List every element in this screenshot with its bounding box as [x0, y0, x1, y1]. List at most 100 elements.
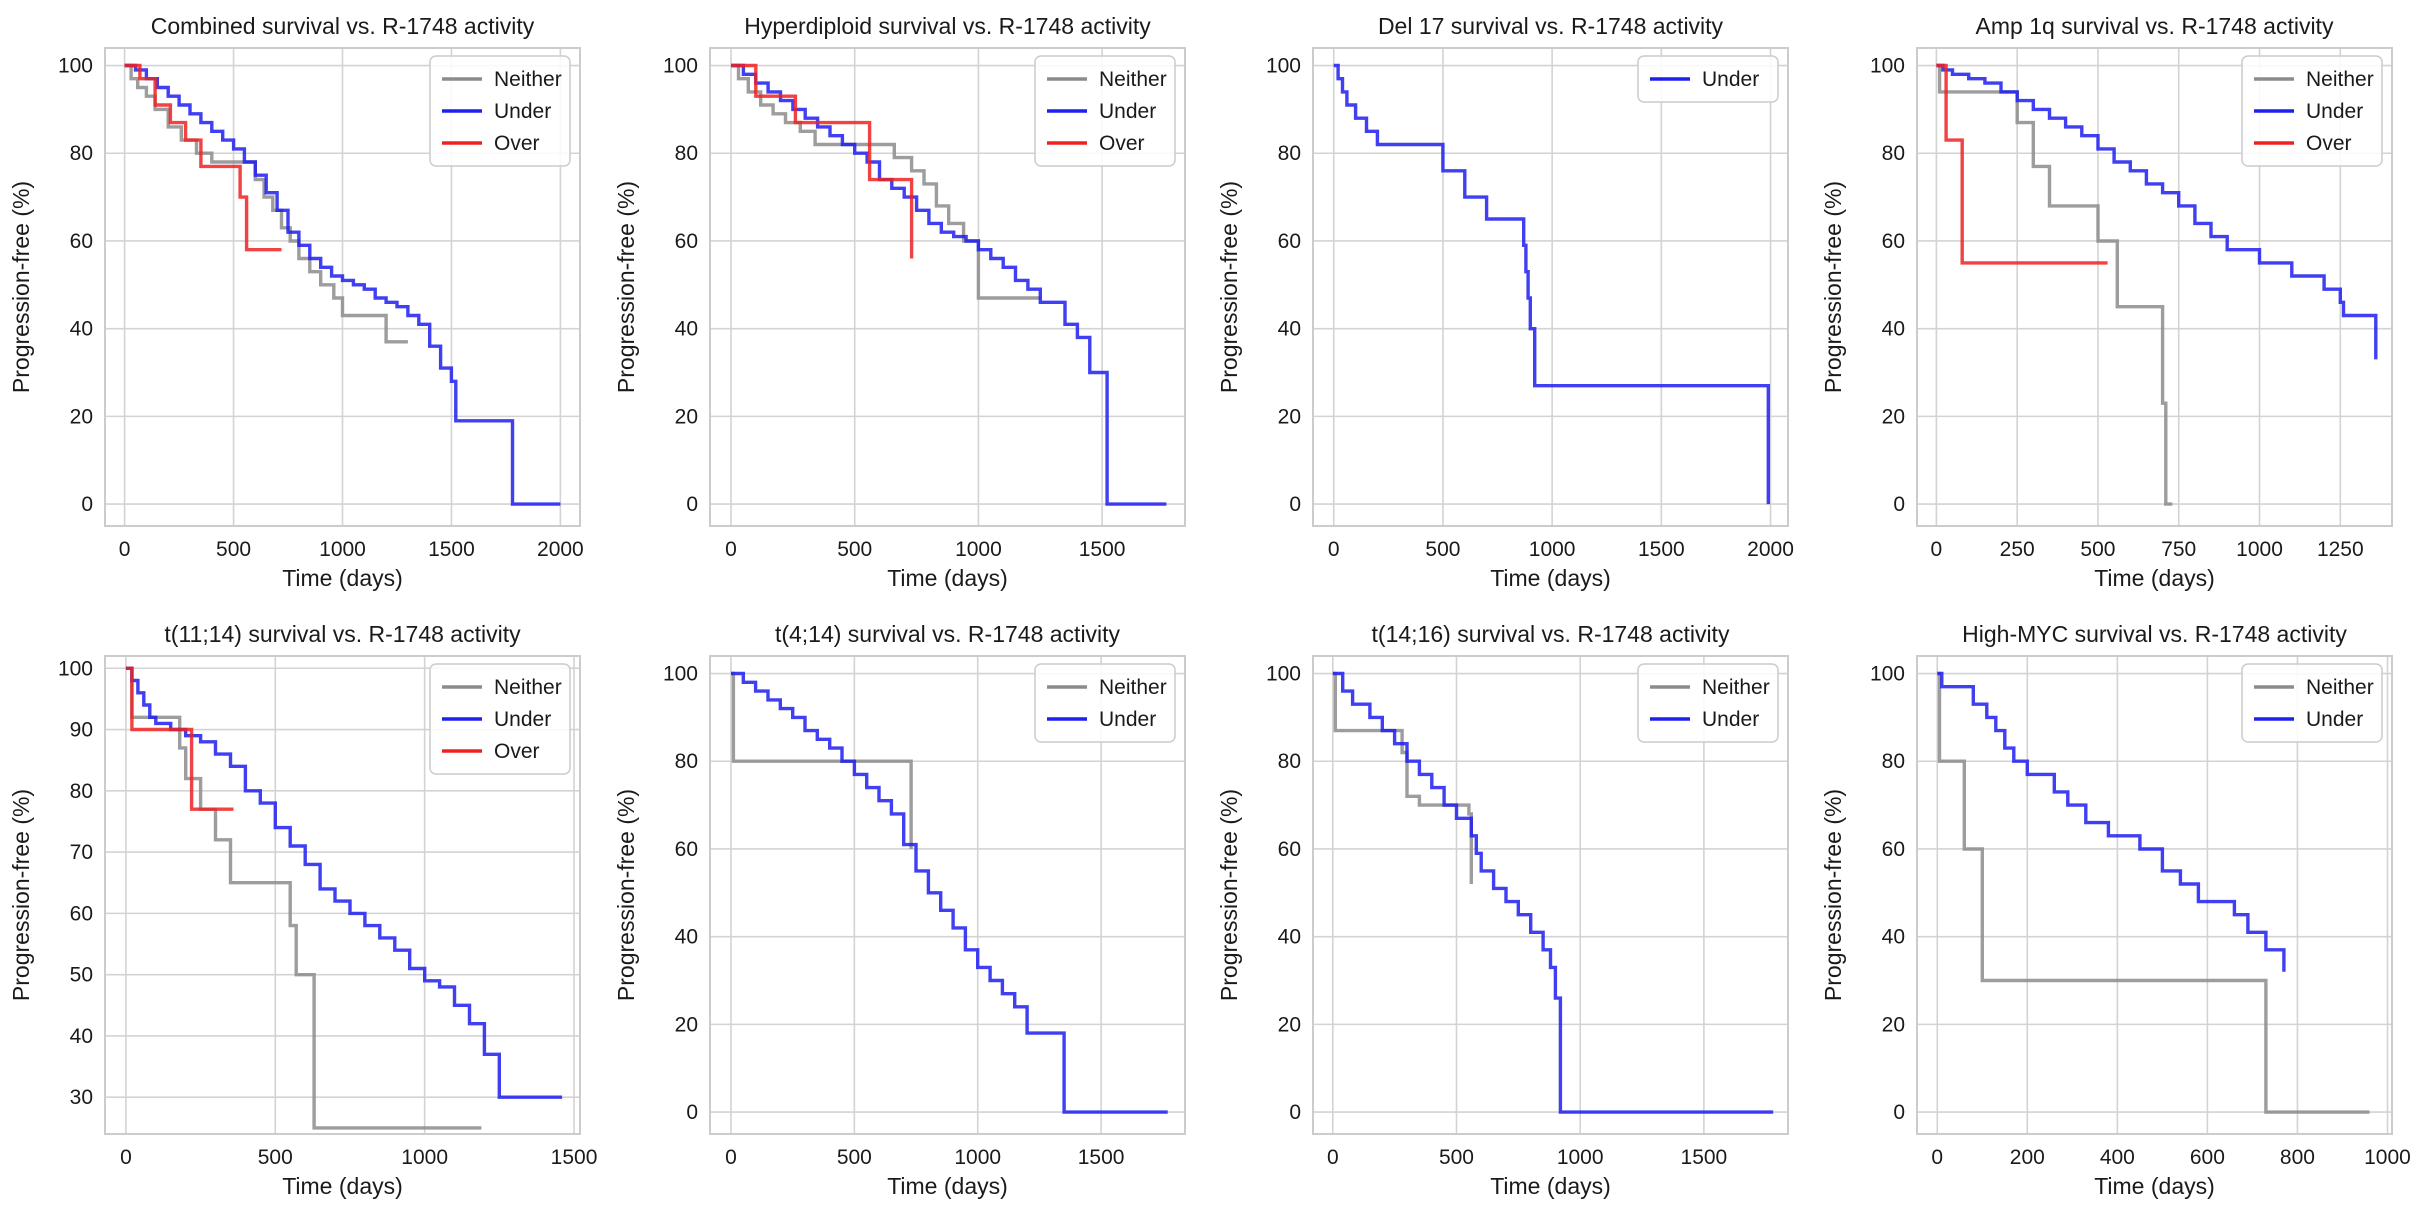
- x-tick-label: 1000: [2236, 538, 2283, 561]
- y-tick-label: 20: [1882, 405, 1905, 428]
- y-tick-label: 0: [1893, 1101, 1905, 1124]
- series-line-over: [731, 63, 914, 259]
- y-tick-label: 20: [70, 405, 93, 428]
- x-tick-label: 1000: [955, 538, 1002, 561]
- legend: Neither Under Over: [1034, 55, 1176, 167]
- x-tick-label: 500: [837, 1146, 872, 1169]
- y-tick-label: 20: [1882, 1013, 1905, 1036]
- x-axis-label: Time (days): [887, 565, 1008, 591]
- y-tick-label: 60: [675, 230, 698, 253]
- y-axis-label: Progression-free (%): [8, 789, 34, 1001]
- chart-panel-5: 0 500 1000 1500 30 40 50 60 70 80 90 100 t(11;14) su…: [8, 621, 597, 1199]
- y-axis-label: Progression-free (%): [613, 181, 639, 393]
- chart-panel-1: 0 500 1000 1500 2000 0 20 40 60 80 100 Combined sur…: [8, 13, 584, 591]
- series-line-under: [1333, 63, 1770, 505]
- y-tick-label: 60: [1278, 230, 1301, 253]
- legend-label-under: Under: [1099, 708, 1156, 731]
- y-tick-label: 80: [675, 142, 698, 165]
- x-tick-label: 0: [120, 1146, 132, 1169]
- y-tick-label: 60: [1882, 230, 1905, 253]
- y-tick-label: 60: [675, 838, 698, 861]
- legend-label-neither: Neither: [1702, 676, 1770, 699]
- x-tick-label: 600: [2190, 1146, 2225, 1169]
- chart-panel-2: 0 500 1000 1500 0 20 40 60 80 100 Hyperdiploid sur…: [613, 13, 1186, 591]
- x-tick-label: 1000: [2364, 1146, 2411, 1169]
- x-axis-label: Time (days): [887, 1173, 1008, 1199]
- x-tick-label: 0: [119, 538, 131, 561]
- legend-frame: [429, 663, 571, 775]
- legend-label-neither: Neither: [1099, 676, 1167, 699]
- x-tick-label: 250: [2000, 538, 2035, 561]
- legend: Neither Under Over: [429, 663, 571, 775]
- chart-title: t(4;14) survival vs. R-1748 activity: [775, 621, 1121, 647]
- plot-area: [1313, 48, 1788, 526]
- plot-frame: [709, 655, 1186, 1135]
- y-tick-label: 70: [70, 841, 93, 864]
- y-tick-label: 60: [1278, 838, 1301, 861]
- x-tick-label: 0: [1931, 1146, 1943, 1169]
- x-tick-label: 400: [2100, 1146, 2135, 1169]
- x-tick-label: 0: [725, 538, 737, 561]
- legend-label-neither: Neither: [2306, 676, 2374, 699]
- x-tick-label: 1500: [551, 1146, 598, 1169]
- x-tick-label: 0: [1328, 538, 1340, 561]
- y-tick-label: 80: [70, 142, 93, 165]
- chart-panel-7: 0 500 1000 1500 0 20 40 60 80 100 t(14;16) surviva…: [1216, 621, 1789, 1199]
- x-tick-label: 500: [216, 538, 251, 561]
- legend-label-over: Over: [2306, 132, 2352, 155]
- chart-title: Combined survival vs. R-1748 activity: [151, 13, 535, 39]
- x-tick-label: 1500: [1078, 1146, 1125, 1169]
- y-axis-label: Progression-free (%): [613, 789, 639, 1001]
- x-tick-label: 200: [2010, 1146, 2045, 1169]
- y-tick-label: 40: [1882, 318, 1905, 341]
- x-tick-label: 1000: [1529, 538, 1576, 561]
- series-line-under: [731, 671, 1168, 1114]
- legend-label-over: Over: [494, 132, 540, 155]
- plot-frame: [709, 47, 1186, 527]
- legend-label-under: Under: [2306, 100, 2363, 123]
- x-axis-label: Time (days): [282, 565, 403, 591]
- y-tick-label: 50: [70, 964, 93, 987]
- x-tick-label: 800: [2280, 1146, 2315, 1169]
- y-axis-label: Progression-free (%): [1216, 789, 1242, 1001]
- legend-label-neither: Neither: [494, 68, 562, 91]
- x-tick-label: 500: [1425, 538, 1460, 561]
- legend: Neither Under: [1034, 663, 1176, 743]
- legend-label-under: Under: [494, 708, 551, 731]
- legend: Under: [1637, 55, 1779, 103]
- series-line-under: [124, 63, 561, 506]
- x-tick-label: 500: [1439, 1146, 1474, 1169]
- y-tick-label: 60: [1882, 838, 1905, 861]
- x-tick-label: 750: [2161, 538, 2196, 561]
- plot-frame: [1312, 47, 1789, 527]
- series-line-under: [125, 666, 563, 1099]
- legend: Neither Under Over: [2241, 55, 2383, 167]
- plot-frame: [104, 655, 581, 1135]
- legend: Neither Under Over: [429, 55, 571, 167]
- y-tick-label: 40: [70, 1025, 93, 1048]
- series-line-under: [1936, 63, 2378, 360]
- series-line-under: [1937, 671, 2286, 972]
- x-tick-label: 500: [837, 538, 872, 561]
- x-axis-label: Time (days): [1490, 565, 1611, 591]
- y-tick-label: 100: [1266, 663, 1301, 686]
- y-tick-label: 40: [70, 318, 93, 341]
- y-tick-label: 80: [1278, 750, 1301, 773]
- y-axis-label: Progression-free (%): [1820, 181, 1846, 393]
- x-tick-label: 1000: [1557, 1146, 1604, 1169]
- chart-title: t(11;14) survival vs. R-1748 activity: [164, 621, 521, 647]
- legend-label-under: Under: [1702, 68, 1759, 91]
- series-line-neither: [1937, 671, 2370, 1114]
- x-tick-label: 1500: [1681, 1146, 1728, 1169]
- y-tick-label: 100: [1870, 55, 1905, 78]
- y-tick-label: 100: [58, 657, 93, 680]
- y-tick-label: 0: [1289, 1101, 1301, 1124]
- legend: Neither Under: [2241, 663, 2383, 743]
- chart-panel-3: 0 500 1000 1500 2000 0 20 40 60 80 100 Del 17 survi…: [1216, 13, 1794, 591]
- chart-panel-6: 0 500 1000 1500 0 20 40 60 80 100 t(4;14) survival…: [613, 621, 1186, 1199]
- y-tick-label: 0: [81, 493, 93, 516]
- legend-frame: [1034, 663, 1176, 743]
- legend-label-neither: Neither: [1099, 68, 1167, 91]
- y-tick-label: 20: [1278, 1013, 1301, 1036]
